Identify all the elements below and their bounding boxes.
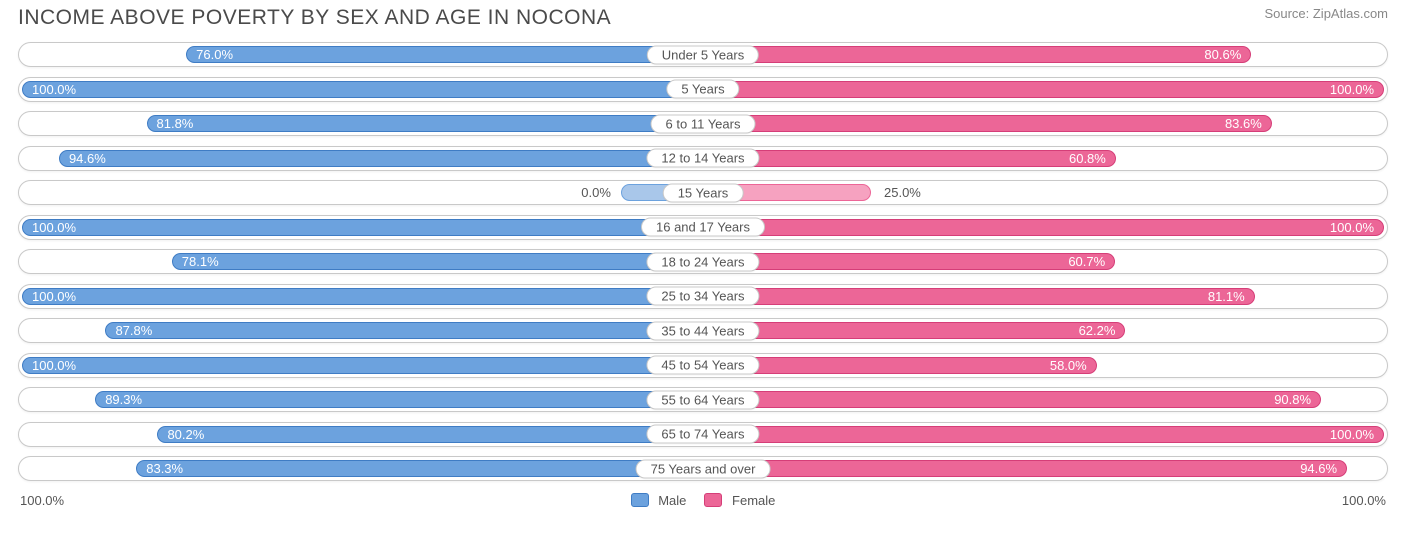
female-bar	[703, 288, 1255, 305]
chart-row: 80.2%100.0%65 to 74 Years	[18, 422, 1388, 447]
category-label: 12 to 14 Years	[646, 149, 759, 168]
female-bar	[703, 357, 1097, 374]
category-label: 75 Years and over	[636, 459, 771, 478]
female-bar	[703, 46, 1251, 63]
female-bar	[703, 253, 1115, 270]
chart-row: 0.0% 25.0% 15 Years	[18, 180, 1388, 205]
chart-row: 100.0%100.0%16 and 17 Years	[18, 215, 1388, 240]
male-bar	[157, 426, 703, 443]
category-label: 16 and 17 Years	[641, 218, 765, 237]
male-bar	[172, 253, 703, 270]
male-bar	[22, 81, 703, 98]
male-bar	[147, 115, 704, 132]
category-label: 5 Years	[666, 80, 739, 99]
legend-female-swatch	[704, 493, 722, 507]
chart-row: 100.0%58.0%45 to 54 Years	[18, 353, 1388, 378]
female-bar	[703, 460, 1347, 477]
category-label: 55 to 64 Years	[646, 390, 759, 409]
category-label: 45 to 54 Years	[646, 356, 759, 375]
chart-row: 78.1%60.7%18 to 24 Years	[18, 249, 1388, 274]
legend-female-label: Female	[732, 493, 775, 508]
legend: Male Female	[631, 493, 776, 508]
chart-row: 87.8%62.2%35 to 44 Years	[18, 318, 1388, 343]
diverging-bar-chart: 76.0%80.6%Under 5 Years 100.0%100.0%5 Yea…	[0, 40, 1406, 481]
male-bar	[105, 322, 703, 339]
male-bar	[186, 46, 703, 63]
legend-male: Male	[631, 493, 687, 508]
chart-row: 89.3%90.8%55 to 64 Years	[18, 387, 1388, 412]
chart-source: Source: ZipAtlas.com	[1264, 6, 1388, 21]
male-bar	[95, 391, 703, 408]
axis-left-label: 100.0%	[20, 493, 80, 508]
male-bar	[22, 288, 703, 305]
chart-row: 94.6%60.8%12 to 14 Years	[18, 146, 1388, 171]
female-bar	[703, 391, 1321, 408]
male-bar	[22, 219, 703, 236]
legend-female: Female	[704, 493, 775, 508]
category-label: 6 to 11 Years	[651, 114, 756, 133]
male-bar	[22, 357, 703, 374]
male-value: 0.0%	[581, 181, 611, 204]
male-bar	[136, 460, 703, 477]
female-bar	[703, 219, 1384, 236]
chart-header: INCOME ABOVE POVERTY BY SEX AND AGE IN N…	[0, 0, 1406, 40]
female-bar	[703, 150, 1116, 167]
axis-right-label: 100.0%	[1326, 493, 1386, 508]
chart-row: 100.0%100.0%5 Years	[18, 77, 1388, 102]
female-bar	[703, 115, 1272, 132]
category-label: 35 to 44 Years	[646, 321, 759, 340]
chart-row: 76.0%80.6%Under 5 Years	[18, 42, 1388, 67]
chart-footer: 100.0% Male Female 100.0%	[0, 491, 1406, 518]
female-bar	[703, 322, 1125, 339]
category-label: 25 to 34 Years	[646, 287, 759, 306]
female-bar	[703, 81, 1384, 98]
category-label: Under 5 Years	[647, 45, 759, 64]
category-label: 65 to 74 Years	[646, 425, 759, 444]
category-label: 18 to 24 Years	[646, 252, 759, 271]
male-bar	[59, 150, 703, 167]
chart-row: 100.0%81.1%25 to 34 Years	[18, 284, 1388, 309]
female-bar	[703, 426, 1384, 443]
chart-row: 83.3%94.6%75 Years and over	[18, 456, 1388, 481]
legend-male-label: Male	[658, 493, 686, 508]
legend-male-swatch	[631, 493, 649, 507]
chart-title: INCOME ABOVE POVERTY BY SEX AND AGE IN N…	[18, 6, 611, 30]
chart-row: 81.8%83.6%6 to 11 Years	[18, 111, 1388, 136]
female-value: 25.0%	[884, 181, 921, 204]
category-label: 15 Years	[663, 183, 744, 202]
